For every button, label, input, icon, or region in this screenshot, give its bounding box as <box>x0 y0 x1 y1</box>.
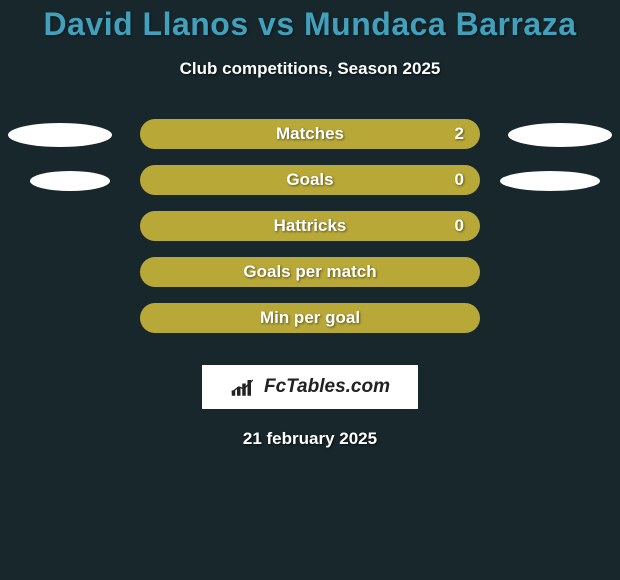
stat-bar-left <box>140 211 310 241</box>
stat-row: Goals per match <box>0 257 620 303</box>
stat-bar: Min per goal <box>140 303 480 333</box>
stats-container: Matches2 Goals0 Hattricks0 Goals per match M… <box>0 119 620 349</box>
stat-bar-right <box>310 165 480 195</box>
stat-bar: Goals0 <box>140 165 480 195</box>
stat-bar-right <box>310 257 480 287</box>
stat-bar-right <box>310 119 480 149</box>
stat-row: Goals0 <box>0 165 620 211</box>
brand-badge: FcTables.com <box>202 365 418 409</box>
stat-bar: Hattricks0 <box>140 211 480 241</box>
stat-row: Matches2 <box>0 119 620 165</box>
stat-bar-left <box>140 257 310 287</box>
page-title: David Llanos vs Mundaca Barraza <box>0 0 620 43</box>
stat-bar: Matches2 <box>140 119 480 149</box>
player-left-ellipse <box>8 123 112 147</box>
stat-bar-left <box>140 303 310 333</box>
stat-bar-left <box>140 165 310 195</box>
player-right-ellipse <box>500 171 600 191</box>
stat-row: Hattricks0 <box>0 211 620 257</box>
stat-bar-right <box>310 303 480 333</box>
subtitle: Club competitions, Season 2025 <box>0 59 620 79</box>
stat-row: Min per goal <box>0 303 620 349</box>
stat-bar-left <box>140 119 310 149</box>
stat-bar-right <box>310 211 480 241</box>
brand-text: FcTables.com <box>264 376 390 398</box>
stat-bar: Goals per match <box>140 257 480 287</box>
player-right-ellipse <box>508 123 612 147</box>
bars-icon <box>230 376 258 398</box>
player-left-ellipse <box>30 171 110 191</box>
date-text: 21 february 2025 <box>0 429 620 449</box>
